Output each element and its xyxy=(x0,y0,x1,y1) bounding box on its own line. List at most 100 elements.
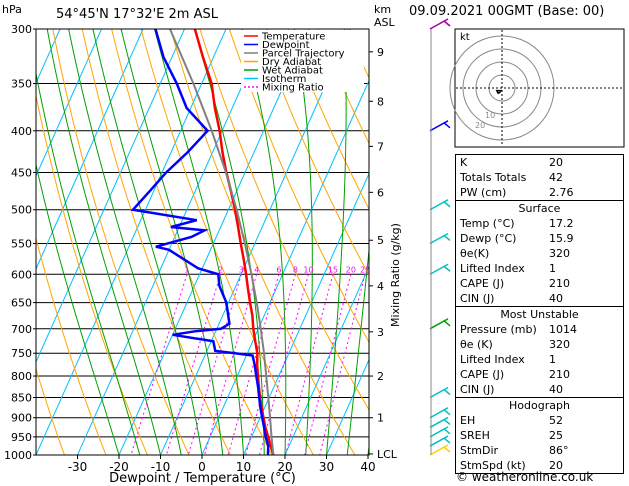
hodograph-trace xyxy=(495,89,502,95)
isotherm-line xyxy=(160,29,351,455)
index-row: CAPE (J) 210 xyxy=(456,276,623,291)
footer-credit: © weatheronline.co.uk xyxy=(456,470,594,484)
temperature-tick-label: 10 xyxy=(236,460,251,474)
hodograph-title: Hodograph xyxy=(509,399,570,412)
wind-barb xyxy=(429,386,449,399)
wet-adiabat-line xyxy=(326,29,347,455)
index-label: EH xyxy=(460,414,476,427)
index-value: 1 xyxy=(549,353,556,366)
pressure-tick-label: 900 xyxy=(11,412,32,425)
pressure-tick-label: 300 xyxy=(11,23,32,36)
index-row: StmDir 86° xyxy=(456,443,623,458)
pressure-tick-label: 800 xyxy=(11,370,32,383)
pressure-tick-label: 950 xyxy=(11,431,32,444)
wind-barb-flag xyxy=(443,122,451,129)
pressure-tick-label: 450 xyxy=(11,166,32,179)
legend-label: Isotherm xyxy=(262,74,306,85)
index-label: StmSpd (kt) xyxy=(460,459,526,472)
x-axis-label: Dewpoint / Temperature (°C) xyxy=(109,471,296,486)
wind-barb xyxy=(429,416,449,429)
dry-adiabat-line xyxy=(36,367,65,455)
index-label: Temp (°C) xyxy=(460,217,515,230)
pressure-tick-label: 350 xyxy=(11,78,32,91)
index-value: 320 xyxy=(549,338,570,351)
wind-barb xyxy=(429,435,449,447)
pressure-tick-label: 400 xyxy=(11,125,32,138)
mixing-ratio-line xyxy=(187,274,242,455)
hodograph-ring-label: 10 xyxy=(485,111,495,120)
temperature-tick-label: 0 xyxy=(198,460,206,474)
indices-table: K 20 Totals Totals 42 PW (cm) 2.76 Surface Te… xyxy=(455,154,624,474)
mixing-ratio-label: 15 xyxy=(328,265,338,274)
index-row: Dewp (°C) 15.9 xyxy=(456,231,623,246)
km-tick-label: 2 xyxy=(377,370,384,383)
temperature-tick-label: 20 xyxy=(277,460,292,474)
height-unit-asl: ASL xyxy=(374,16,395,29)
index-row: StmSpd (kt) 20 xyxy=(456,458,623,473)
index-row: K 20 xyxy=(456,155,623,170)
index-label: Dewp (°C) xyxy=(460,232,517,245)
legend-label: Wet Adiabat xyxy=(262,66,323,77)
dry-adiabat-line xyxy=(199,29,369,411)
wind-barb xyxy=(429,444,449,456)
legend-label: Temperature xyxy=(261,32,325,43)
hodograph-ring-label: 20 xyxy=(475,121,485,130)
location-title: 54°45'N 17°32'E 2m ASL xyxy=(56,7,218,22)
index-label: θe (K) xyxy=(460,338,493,351)
index-label: Pressure (mb) xyxy=(460,323,537,336)
indices-surface: Temp (°C) 17.2 Dewp (°C) 15.9 θe(K) 320 Lifted… xyxy=(456,216,623,306)
pressure-tick-label: 700 xyxy=(11,323,32,336)
km-tick-label: 9 xyxy=(377,46,384,59)
index-label: Totals Totals xyxy=(460,171,527,184)
wet-adiabat-line xyxy=(36,71,141,455)
index-row: Temp (°C) 17.2 xyxy=(456,216,623,231)
mixing-ratio-label: 6 xyxy=(276,265,281,274)
dry-adiabat-line xyxy=(111,29,273,455)
wind-barbs xyxy=(429,18,451,456)
index-value: 15.9 xyxy=(549,232,574,245)
km-tick-label: LCL xyxy=(377,448,398,461)
index-row: CAPE (J) 210 xyxy=(456,367,623,382)
wind-barb-flag xyxy=(443,201,451,208)
mixing-ratio-label: 4 xyxy=(254,265,259,274)
mixing-ratio-line xyxy=(204,274,258,455)
index-value: 17.2 xyxy=(549,217,574,230)
index-label: Lifted Index xyxy=(460,262,525,275)
wet-adiabat-line xyxy=(120,29,224,455)
index-value: 40 xyxy=(549,383,563,396)
index-value: 2.76 xyxy=(549,186,574,199)
legend-label: Parcel Trajectory xyxy=(262,49,345,60)
isotherm-line xyxy=(326,358,369,455)
dry-adiabat-line xyxy=(140,29,314,455)
km-tick-label: 3 xyxy=(377,326,384,339)
dry-adiabat-line xyxy=(258,29,369,277)
profile-dewpoint xyxy=(130,29,270,455)
temperature-tick-label: 40 xyxy=(360,460,375,474)
index-label: SREH xyxy=(460,429,490,442)
wind-barb-flag xyxy=(443,418,451,425)
wind-barb-flag xyxy=(443,409,451,416)
index-value: 1014 xyxy=(549,323,577,336)
index-label: K xyxy=(460,156,468,169)
pressure-tick-label: 650 xyxy=(11,297,32,310)
unstable-title: Most Unstable xyxy=(500,308,579,321)
profile-parcel-trajectory xyxy=(169,29,275,455)
index-row: Pressure (mb) 1014 xyxy=(456,322,623,337)
isotherm-line xyxy=(36,29,144,271)
wind-barb xyxy=(429,18,449,30)
wet-adiabat-line xyxy=(241,29,287,455)
mixing-ratio-label: 10 xyxy=(303,265,313,274)
index-row: θe(K) 320 xyxy=(456,246,623,261)
index-row: Lifted Index 1 xyxy=(456,261,623,276)
mixing-ratio-axis-label: Mixing Ratio (g/kg) xyxy=(389,223,402,327)
index-label: CAPE (J) xyxy=(460,368,505,381)
index-row: SREH 25 xyxy=(456,428,623,443)
legend-label: Dewpoint xyxy=(262,40,310,51)
temperature-tick-label: -30 xyxy=(68,460,88,474)
hodograph-frame xyxy=(454,28,625,148)
legend-label: Mixing Ratio xyxy=(262,83,324,94)
wet-adiabat-line xyxy=(68,29,182,455)
mixing-ratio-label: 1 xyxy=(184,265,189,274)
